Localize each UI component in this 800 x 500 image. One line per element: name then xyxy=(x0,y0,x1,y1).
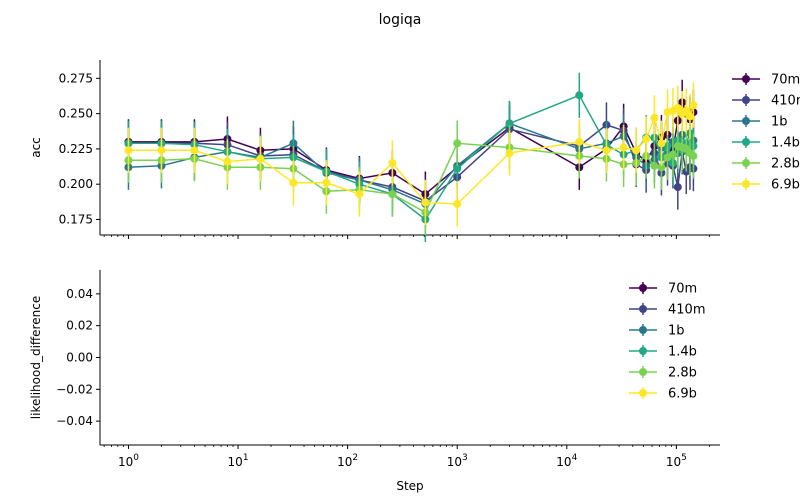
legend-entry-70m: 70m xyxy=(732,73,800,88)
series-6.9b xyxy=(124,82,698,227)
data-point xyxy=(575,91,584,100)
legend-label: 6.9b xyxy=(668,387,697,402)
y-tick-label: 0.200 xyxy=(59,177,93,191)
legend-entry-6.9b: 6.9b xyxy=(732,178,800,193)
legend-marker xyxy=(639,347,647,355)
legend-marker xyxy=(639,284,647,292)
legend-marker xyxy=(742,75,750,83)
data-point xyxy=(388,159,397,168)
data-point xyxy=(689,151,698,160)
legend-marker xyxy=(742,117,750,125)
y-tick-label: −0.04 xyxy=(56,414,93,428)
data-point xyxy=(673,183,682,192)
legend-marker xyxy=(742,159,750,167)
data-point xyxy=(256,154,265,163)
data-point xyxy=(453,199,462,208)
x-tick-label: 103 xyxy=(447,453,468,469)
data-point xyxy=(190,146,199,155)
data-point xyxy=(673,103,682,112)
figure-title: logiqa xyxy=(379,12,422,28)
legend-entry-410m: 410m xyxy=(629,303,705,318)
y-tick-label: −0.02 xyxy=(56,382,93,396)
y-tick-label: 0.250 xyxy=(59,107,93,121)
data-point xyxy=(124,146,133,155)
data-point xyxy=(632,146,641,155)
data-point xyxy=(682,106,691,115)
legend-label: 1.4b xyxy=(668,345,697,360)
x-tick-label: 102 xyxy=(337,453,358,469)
y-axis-label: likelihood_difference xyxy=(29,296,43,419)
acc-panel: 0.175 0.200 0.225 0.250 0.275 acc 70m 410m 1b 1.4… xyxy=(29,60,800,243)
data-point xyxy=(619,143,628,152)
data-point xyxy=(453,139,462,148)
legend-entry-1.4b: 1.4b xyxy=(629,345,697,360)
data-point xyxy=(602,146,611,155)
data-point xyxy=(505,149,514,158)
legend-label: 1b xyxy=(771,115,788,130)
data-point xyxy=(157,146,166,155)
x-tick-label: 104 xyxy=(556,453,577,469)
legend-marker xyxy=(742,180,750,188)
legend-label: 410m xyxy=(668,303,705,318)
data-point xyxy=(657,139,666,148)
data-point xyxy=(650,161,659,170)
data-point xyxy=(575,137,584,146)
data-point xyxy=(289,178,298,187)
data-point xyxy=(355,190,364,199)
x-tick-label: 100 xyxy=(118,453,139,469)
legend-marker xyxy=(639,368,647,376)
data-point xyxy=(642,135,651,144)
x-tick-label: 101 xyxy=(228,453,249,469)
y-tick-label: 0.02 xyxy=(66,319,93,333)
legend-label: 6.9b xyxy=(771,178,800,193)
data-point xyxy=(650,113,659,122)
data-point xyxy=(388,190,397,199)
y-tick-label: 0.00 xyxy=(66,351,93,365)
legend-label: 70m xyxy=(668,282,697,297)
legend-entry-410m: 410m xyxy=(732,94,800,109)
legend-entry-2.8b: 2.8b xyxy=(732,157,800,172)
legend-label: 1.4b xyxy=(771,136,800,151)
legend-marker xyxy=(639,389,647,397)
data-point xyxy=(322,178,331,187)
legend-marker xyxy=(639,326,647,334)
y-tick-label: 0.225 xyxy=(59,142,93,156)
data-point xyxy=(223,157,232,166)
legend-label: 70m xyxy=(771,73,800,88)
legend-entry-1.4b: 1.4b xyxy=(732,136,800,151)
legend-label: 410m xyxy=(771,94,800,109)
legend-marker xyxy=(742,96,750,104)
data-point xyxy=(453,164,462,173)
legend-entry-70m: 70m xyxy=(629,282,697,297)
legend-marker xyxy=(742,138,750,146)
likelihood-difference-panel: −0.04 −0.02 0.00 0.02 0.04 100 101 102 103 104 105… xyxy=(29,270,720,493)
y-tick-label: 0.175 xyxy=(59,212,93,226)
legend-entry-2.8b: 2.8b xyxy=(629,366,697,381)
data-point xyxy=(421,198,430,207)
y-tick-label: 0.275 xyxy=(59,71,93,85)
legend-label: 2.8b xyxy=(771,157,800,172)
legend-marker xyxy=(639,305,647,313)
data-point xyxy=(505,119,514,128)
legend-entry-6.9b: 6.9b xyxy=(629,387,697,402)
legend-label: 1b xyxy=(668,324,685,339)
legend-entry-1b: 1b xyxy=(732,115,788,130)
data-point xyxy=(689,101,698,110)
y-axis-label: acc xyxy=(29,137,43,158)
data-point xyxy=(668,150,677,159)
data-point xyxy=(657,163,666,172)
legend-entry-1b: 1b xyxy=(629,324,685,339)
y-tick-label: 0.04 xyxy=(66,287,93,301)
x-axis-label: Step xyxy=(396,479,423,493)
x-tick-label: 105 xyxy=(666,453,687,469)
data-point xyxy=(685,112,694,121)
legend-label: 2.8b xyxy=(668,366,697,381)
